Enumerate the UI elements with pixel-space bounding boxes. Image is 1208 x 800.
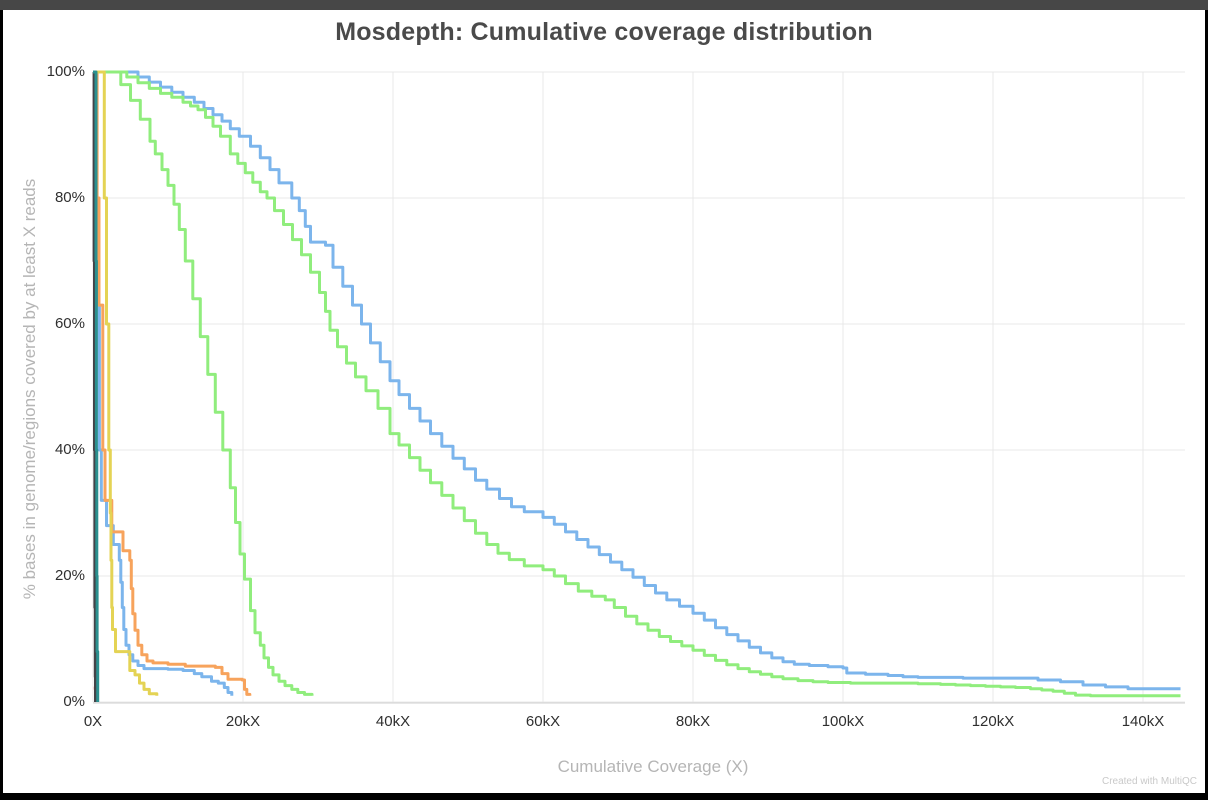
plot-card: Mosdepth: Cumulative coverage distributi… bbox=[3, 10, 1205, 793]
x-tick-label: 80kX bbox=[675, 713, 711, 730]
x-tick-label: 120kX bbox=[971, 713, 1015, 730]
x-axis-title: Cumulative Coverage (X) bbox=[557, 757, 749, 776]
y-tick-label: 100% bbox=[46, 63, 85, 80]
series-blue-slow bbox=[93, 70, 1181, 691]
y-tick-label: 80% bbox=[54, 189, 85, 206]
series-orange-steep bbox=[93, 70, 252, 696]
cumulative-coverage-line-chart bbox=[92, 70, 1185, 704]
window-top-bar bbox=[0, 0, 1208, 10]
x-tick-label: 140kX bbox=[1121, 713, 1165, 730]
y-axis-title: % bases in genome/regions covered by at … bbox=[20, 178, 39, 600]
chart-title: Mosdepth: Cumulative coverage distributi… bbox=[335, 18, 873, 46]
y-tick-label: 20% bbox=[54, 567, 85, 584]
multiqc-credit: Created with MultiQC bbox=[1101, 776, 1197, 787]
series-blue-steep bbox=[93, 70, 234, 696]
y-tick-label: 40% bbox=[54, 441, 85, 458]
series-green-slow bbox=[93, 70, 1181, 698]
x-tick-label: 60kX bbox=[525, 713, 561, 730]
series-teal-vertical bbox=[93, 70, 100, 702]
y-tick-label: 0% bbox=[63, 693, 85, 710]
series-yellow-steep bbox=[93, 70, 159, 696]
x-tick-label: 100kX bbox=[821, 713, 865, 730]
y-tick-label: 60% bbox=[54, 315, 85, 332]
x-tick-label: 40kX bbox=[375, 713, 411, 730]
x-tick-label: 0X bbox=[83, 713, 103, 730]
x-tick-label: 20kX bbox=[225, 713, 261, 730]
series-green-mid bbox=[93, 70, 314, 696]
